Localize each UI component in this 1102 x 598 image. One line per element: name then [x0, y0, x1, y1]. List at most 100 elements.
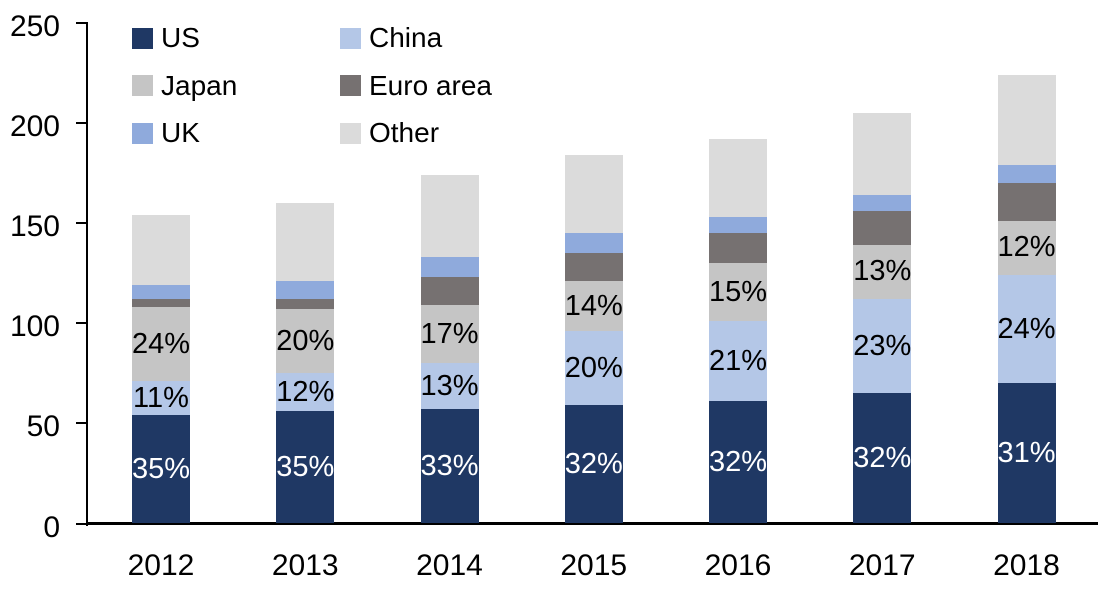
bar-segment-japan: 17% [420, 305, 479, 364]
legend-label-us: US [161, 22, 200, 53]
bar-segment-us: 31% [997, 383, 1056, 524]
y-axis-tick-label: 200 [9, 109, 60, 143]
bar-segment-euro-area [709, 232, 767, 263]
legend-label-china: China [369, 22, 443, 53]
bar-segment-label-japan: 15% [708, 275, 768, 308]
x-axis-line [86, 522, 1098, 525]
bar-segment-us: 32% [853, 393, 912, 524]
y-axis-tick [76, 322, 88, 325]
x-axis-category-label: 2018 [993, 549, 1060, 582]
bar-segment-japan: 12% [997, 220, 1056, 275]
bar-segment-label-china: 11% [133, 381, 189, 414]
bar-segment-china: 12% [276, 373, 335, 412]
bar-segment-label-japan: 12% [997, 231, 1056, 264]
legend-swatch-japan [132, 75, 153, 96]
bar-segment-china: 23% [853, 299, 912, 394]
legend-item-china: China [340, 22, 443, 53]
bar-segment-euro-area [564, 252, 623, 281]
legend-swatch-euro-area [340, 75, 361, 96]
bar-segment-uk [709, 216, 767, 233]
x-axis-category-label: 2015 [560, 549, 628, 582]
bar-segment-china: 24% [997, 275, 1056, 384]
legend-item-japan: Japan [132, 69, 238, 101]
bar-segment-china: 21% [708, 321, 768, 402]
y-axis-tick [76, 522, 88, 525]
bar-segment-label-us: 31% [997, 436, 1056, 469]
y-axis-line [86, 22, 88, 526]
legend-swatch-us [132, 27, 153, 49]
bar-segment-uk [564, 232, 623, 253]
bar-segment-japan: 24% [131, 307, 191, 382]
bar-segment-other [564, 154, 623, 233]
y-axis-tick-label: 0 [43, 510, 60, 544]
bar-segment-label-china: 21% [708, 344, 768, 377]
legend-item-other: Other [340, 117, 440, 148]
x-axis-category-label: 2017 [848, 549, 916, 582]
bar-segment-label-us: 32% [564, 447, 623, 480]
bar-segment-japan: 15% [708, 262, 768, 322]
bar-segment-euro-area [276, 299, 335, 310]
y-axis-tick-label: 150 [9, 209, 60, 243]
y-axis-tick [76, 422, 88, 425]
y-axis-tick-label: 50 [26, 410, 60, 444]
bar-segment-us: 33% [420, 409, 479, 524]
bar-segment-label-japan: 24% [131, 327, 191, 360]
legend-swatch-uk [132, 122, 153, 144]
bar-segment-euro-area [420, 277, 479, 306]
bar-segment-other [853, 112, 912, 195]
bar-segment-euro-area [132, 299, 190, 308]
legend-swatch-china [340, 27, 361, 49]
legend-label-uk: UK [161, 117, 200, 148]
legend-swatch-other [340, 122, 361, 144]
bar-segment-label-us: 35% [131, 452, 191, 485]
y-axis-tick [76, 221, 88, 224]
bar-segment-us: 32% [564, 405, 623, 524]
y-axis-tick-label: 100 [9, 310, 60, 344]
legend-label-japan: Japan [161, 69, 238, 101]
legend-label-euro-area: Euro area [369, 69, 492, 101]
bar-segment-uk [276, 281, 335, 300]
bar-segment-us: 35% [276, 411, 335, 524]
y-axis-tick-label: 250 [9, 9, 60, 43]
bar-segment-uk [997, 164, 1056, 183]
bar-segment-china: 11% [132, 381, 190, 416]
bar-segment-label-japan: 20% [276, 324, 335, 357]
bar-segment-label-china: 20% [564, 351, 623, 384]
y-axis-tick [76, 121, 88, 124]
bar-segment-euro-area [853, 210, 912, 245]
y-axis-tick [76, 21, 88, 24]
bar-segment-label-japan: 17% [420, 317, 479, 350]
bar-segment-label-us: 32% [853, 441, 912, 474]
bar-segment-other [420, 174, 479, 257]
bar-segment-label-us: 33% [420, 449, 479, 482]
bar-segment-other [276, 202, 335, 281]
legend-item-euro-area: Euro area [340, 69, 492, 101]
bar-segment-uk [853, 194, 912, 211]
x-axis-category-label: 2016 [704, 549, 772, 582]
bar-segment-label-china: 24% [997, 312, 1056, 345]
bar-segment-label-japan: 13% [853, 255, 912, 288]
bar-segment-uk [420, 256, 479, 277]
bar-segment-label-china: 12% [276, 375, 335, 408]
bar-segment-label-japan: 14% [564, 289, 623, 322]
bar-segment-japan: 20% [276, 309, 335, 374]
bar-segment-china: 20% [564, 331, 623, 406]
bar-segment-uk [132, 285, 190, 300]
bar-segment-euro-area [997, 182, 1056, 221]
legend-item-uk: UK [132, 117, 200, 148]
bar-segment-japan: 13% [853, 244, 912, 300]
bar-segment-label-china: 13% [420, 369, 479, 402]
bar-segment-other [709, 138, 767, 217]
bar-segment-label-us: 32% [708, 445, 768, 478]
bar-segment-label-us: 35% [276, 450, 335, 483]
bar-segment-other [132, 214, 190, 285]
bar-segment-china: 13% [420, 363, 479, 410]
x-axis-category-label: 2013 [271, 549, 339, 582]
bar-segment-us: 32% [708, 401, 768, 524]
legend-label-other: Other [369, 117, 440, 148]
x-axis-category-label: 2014 [416, 549, 483, 582]
bar-segment-other [997, 74, 1056, 165]
bar-segment-label-china: 23% [853, 329, 912, 362]
bar-segment-us: 35% [131, 415, 191, 524]
